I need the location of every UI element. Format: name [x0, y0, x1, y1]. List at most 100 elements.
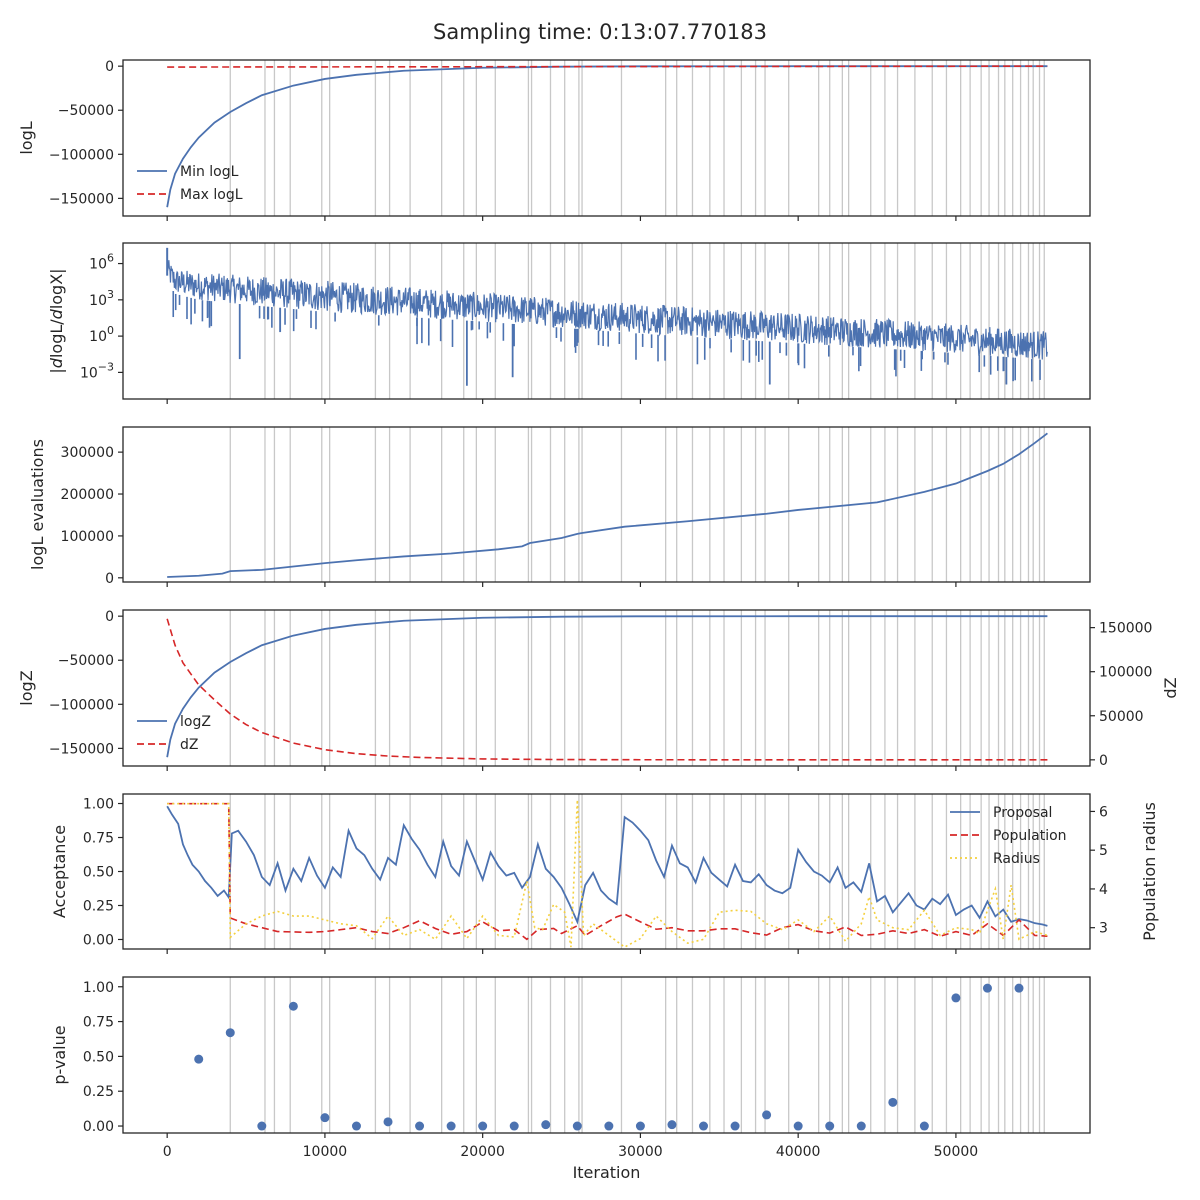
axes-frame-pvalue — [122, 976, 1091, 1134]
y2-axis-label: Population radius — [1140, 802, 1159, 941]
y-axis-label: |dlogL/dlogX| — [47, 268, 66, 373]
legend-acceptance: Proposal Population Radius — [950, 805, 1067, 867]
panel-evals: 0 100000 200000 300000 logL evaluations — [28, 426, 1091, 587]
ytick-label: −150000 — [49, 191, 114, 207]
series-group-acceptance — [166, 799, 1048, 949]
axes-frame-dlogL — [122, 242, 1091, 400]
y2tick-label: 50000 — [1099, 709, 1144, 725]
series-group-logL — [166, 65, 1048, 208]
ytick-label: 1.00 — [83, 797, 114, 813]
xtick-label: 30000 — [618, 1144, 663, 1160]
series-evals-0 — [167, 432, 1048, 578]
legend-label: Radius — [993, 851, 1040, 867]
series-group-logZ — [166, 615, 1048, 761]
ytick-label: 0 — [105, 609, 114, 625]
p-value-point — [730, 1121, 740, 1131]
p-value-point — [919, 1121, 929, 1131]
p-value-point — [509, 1121, 519, 1131]
p-value-point — [320, 1113, 330, 1123]
ytick-label: 0.25 — [83, 898, 114, 914]
p-value-point — [604, 1121, 614, 1131]
series-dlogL-0 — [166, 257, 1048, 360]
axes-frame-evals — [122, 426, 1091, 583]
y2tick-label: 100000 — [1099, 665, 1152, 681]
legend-label: Min logL — [180, 164, 239, 180]
p-value-point — [635, 1121, 645, 1131]
ytick-label: 0.00 — [83, 932, 114, 948]
y-axis-label: logL evaluations — [28, 439, 47, 570]
series-logL-max-logl — [167, 65, 1048, 68]
xtick-label: 40000 — [776, 1144, 821, 1160]
p-value-point — [699, 1121, 709, 1131]
ytick-label: 0.75 — [83, 1015, 114, 1031]
series-group-dlogL — [166, 247, 1048, 386]
axes-frame-logZ — [122, 609, 1091, 767]
axes-frame-logL — [122, 59, 1091, 217]
p-value-point — [667, 1120, 677, 1130]
ytick-label: 106 — [89, 252, 114, 273]
p-value-point — [383, 1117, 393, 1127]
legend-label: Population — [993, 828, 1067, 844]
legend-label: dZ — [180, 737, 198, 753]
p-value-point — [793, 1121, 803, 1131]
p-value-point — [446, 1121, 456, 1131]
panel-pvalue: 0.00 0.25 0.50 0.75 1.00 0 10000 20000 30000 4000… — [50, 976, 1091, 1182]
p-value-point — [856, 1121, 866, 1131]
y-axis-label: Acceptance — [50, 825, 69, 918]
legend-logL: Min logL Max logL — [137, 164, 243, 203]
y2tick-label: 5 — [1099, 843, 1108, 859]
ytick-label: 0 — [105, 59, 114, 75]
ytick-label: 0.00 — [83, 1119, 114, 1135]
p-value-point — [257, 1121, 267, 1131]
p-value-point — [351, 1121, 361, 1131]
p-value-point — [288, 1001, 298, 1011]
xtick-label: 50000 — [934, 1144, 979, 1160]
p-value-point — [888, 1097, 898, 1107]
x-axis-label: Iteration — [573, 1163, 641, 1182]
y2-axis-label: dZ — [1161, 677, 1180, 698]
y2tick-label: 3 — [1099, 921, 1108, 937]
ytick-label: 300000 — [61, 445, 114, 461]
xtick-label: 10000 — [303, 1144, 348, 1160]
ytick-label: 100 — [89, 324, 114, 345]
ytick-label: 100000 — [61, 529, 114, 545]
xtick-label: 0 — [163, 1144, 172, 1160]
ytick-label: −50000 — [58, 653, 114, 669]
legend-label: logZ — [180, 714, 211, 730]
p-value-point — [225, 1028, 235, 1038]
panel-logL: 0 −50000 −100000 −150000 logL Min logL Max log… — [17, 59, 1091, 221]
p-value-point — [572, 1121, 582, 1131]
p-value-point — [478, 1121, 488, 1131]
xtick-label: 20000 — [460, 1144, 505, 1160]
panel-logZ: 0 −50000 −100000 −150000 0 50000 100000 150000 l… — [17, 609, 1180, 771]
p-value-point — [951, 993, 961, 1003]
ytick-label: 0.75 — [83, 831, 114, 847]
p-value-point — [415, 1121, 425, 1131]
axes-frame-acceptance — [122, 793, 1091, 950]
series-acceptance-population — [167, 802, 1048, 941]
series-logZ-dz — [166, 618, 1048, 761]
y2tick-label: 150000 — [1099, 621, 1152, 637]
ytick-label: 0.50 — [83, 865, 114, 881]
ytick-label: 103 — [89, 288, 114, 309]
series-group-evals — [167, 432, 1048, 578]
y2tick-label: 4 — [1099, 882, 1108, 898]
legend-label: Proposal — [993, 805, 1052, 821]
ytick-label: 200000 — [61, 487, 114, 503]
ytick-label: 1.00 — [83, 980, 114, 996]
ytick-label: −150000 — [49, 741, 114, 757]
ytick-label: 0.25 — [83, 1084, 114, 1100]
series-acceptance-radius — [167, 799, 1048, 949]
panel-acceptance: 0.00 0.25 0.50 0.75 1.00 3 4 5 6 Acceptance Popula… — [50, 793, 1159, 954]
series-group-pvalue — [194, 983, 1024, 1131]
legend-logZ: logZ dZ — [137, 714, 211, 753]
ytick-label: 0.50 — [83, 1049, 114, 1065]
p-value-point — [194, 1054, 204, 1064]
y2tick-label: 6 — [1099, 804, 1108, 820]
panel-dlogL: 106 103 100 10−3 |dlogL/dlogX| — [47, 242, 1091, 404]
y-axis-label: p-value — [50, 1025, 69, 1084]
p-value-point — [762, 1110, 772, 1120]
series-logZ-logz — [166, 615, 1048, 758]
ytick-label: −50000 — [58, 103, 114, 119]
